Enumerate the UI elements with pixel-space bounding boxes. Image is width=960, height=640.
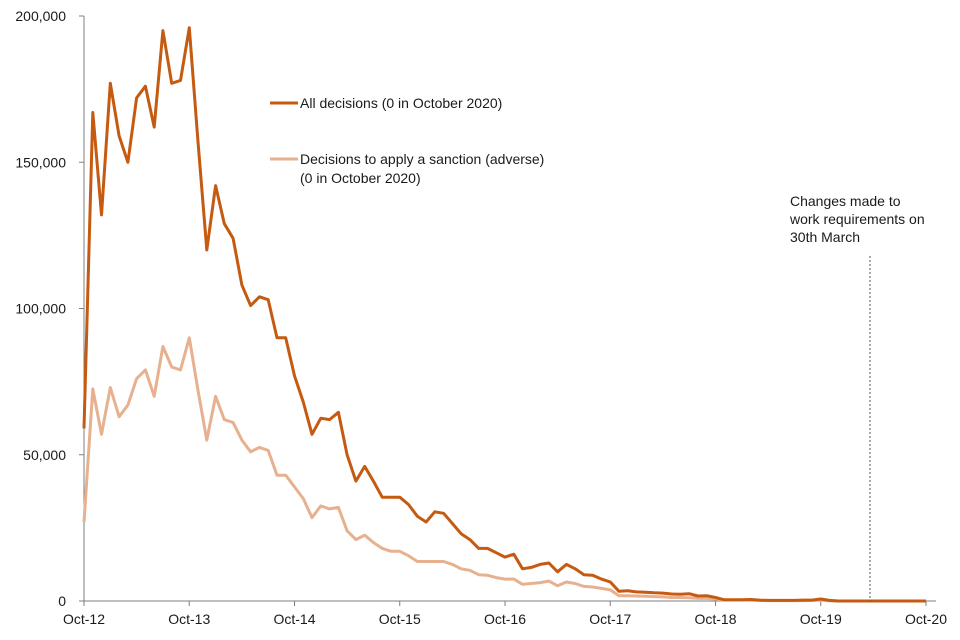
y-tick-label: 0 bbox=[58, 593, 66, 609]
series-line-1 bbox=[82, 336, 926, 603]
legend-label-1: Decisions to apply a sanction (adverse) bbox=[300, 151, 544, 167]
x-tick-label: Oct-16 bbox=[484, 611, 526, 627]
x-tick-label: Oct-15 bbox=[379, 611, 421, 627]
annotation-text-line-0: Changes made to bbox=[790, 193, 901, 209]
x-tick-label: Oct-12 bbox=[63, 611, 105, 627]
x-tick-label: Oct-14 bbox=[273, 611, 315, 627]
annotation-text-line-1: work requirements on bbox=[789, 211, 925, 227]
axes: 0 50,000 100,000 150,000 200,000 Oct-12 Oct-13… bbox=[15, 8, 947, 627]
x-tick-label: Oct-18 bbox=[694, 611, 736, 627]
legend: All decisions (0 in October 2020) Decisio… bbox=[270, 95, 544, 186]
y-tick-label: 200,000 bbox=[15, 8, 66, 24]
x-tick-label: Oct-13 bbox=[168, 611, 210, 627]
x-tick-label: Oct-17 bbox=[589, 611, 631, 627]
series-line-0 bbox=[82, 26, 926, 603]
x-tick-label: Oct-19 bbox=[800, 611, 842, 627]
y-tick-label: 100,000 bbox=[15, 301, 66, 317]
annotation-text-line-2: 30th March bbox=[790, 229, 860, 245]
series-group bbox=[82, 26, 926, 603]
legend-label-1-line2: (0 in October 2020) bbox=[300, 170, 421, 186]
legend-label-0: All decisions (0 in October 2020) bbox=[300, 95, 502, 111]
x-tick-label: Oct-20 bbox=[905, 611, 947, 627]
annotation: Changes made to work requirements on 30th … bbox=[789, 193, 925, 601]
y-tick-label: 50,000 bbox=[23, 447, 66, 463]
y-tick-label: 150,000 bbox=[15, 154, 66, 170]
